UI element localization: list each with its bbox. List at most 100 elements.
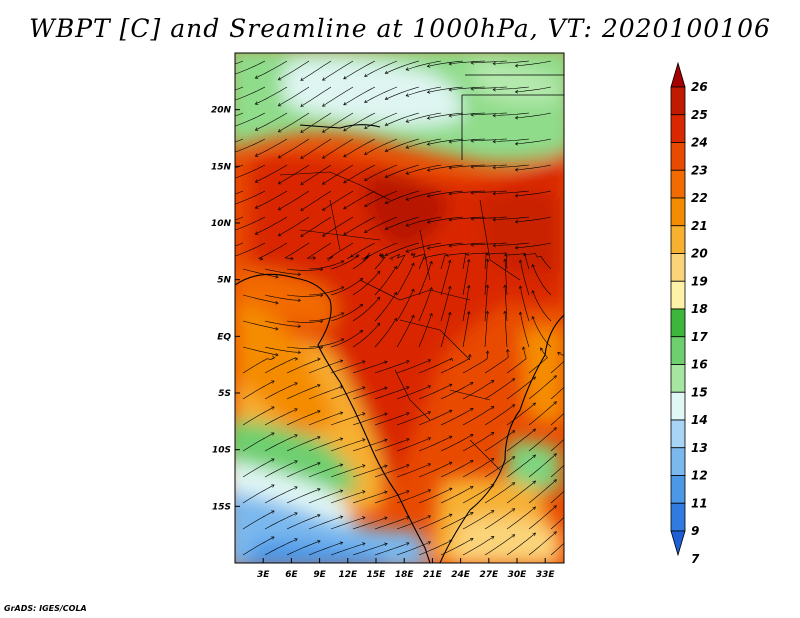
streamline-arrow [362,412,366,416]
streamline [462,380,495,400]
streamline-arrow [339,437,344,441]
streamline-arrow [362,438,366,442]
streamline-arrow [254,153,259,157]
streamline-arrow [384,516,388,520]
streamline-arrow [405,386,410,390]
streamline-arrow [275,326,279,331]
streamline-arrow [490,458,495,462]
streamline-arrow [339,385,344,389]
streamline [484,482,515,504]
streamline [235,86,266,101]
streamline [462,406,495,426]
streamline [329,242,354,260]
streamline [427,86,464,93]
streamline [449,164,486,169]
streamline [396,541,431,556]
streamline-arrow [300,77,304,81]
streamline [385,112,420,126]
streamline-arrow [405,412,410,416]
streamline [396,289,415,322]
streamline [235,60,266,75]
streamline [462,432,495,452]
colorbar-swatch [670,86,686,116]
streamline-arrow [470,538,474,542]
streamline-arrow [319,293,324,298]
streamline [330,278,363,296]
streamline-arrow [343,180,347,184]
colorbar-label: 21 [691,219,708,233]
streamline-arrow [470,217,474,221]
colorbar-label: 22 [691,191,708,205]
streamline-arrow [411,262,415,267]
streamline-arrow [275,274,279,279]
streamline [484,311,488,348]
streamline-arrow [364,125,368,129]
streamline [286,320,323,323]
streamline [343,190,376,210]
colorbar-label: 18 [691,302,708,316]
streamline [374,412,410,426]
streamline [308,338,344,348]
wbpt-shading [235,53,564,563]
streamline-arrow [389,257,393,261]
streamline-arrow [532,376,536,380]
streamline-arrow [209,174,212,177]
y-tick-label: EQ [217,332,231,342]
streamline-arrow [254,179,259,183]
streamline [352,361,388,374]
streamline [352,255,370,270]
colorbar-label: 9 [691,524,699,538]
streamline [506,402,536,426]
streamline-arrow [448,487,453,492]
streamline [484,534,515,556]
streamline-arrow [485,252,489,256]
streamline [364,60,398,77]
streamline [235,138,244,143]
streamline [300,164,332,185]
streamline [528,479,557,504]
streamline-arrow [384,200,389,204]
streamline [471,138,508,142]
colorbar-swatch [670,447,686,476]
streamline [532,264,552,296]
streamline-arrow [426,246,431,250]
streamline [396,489,431,504]
x-tick-label: 15E [367,570,387,580]
streamline [330,465,366,478]
streamline-arrow [470,460,474,464]
streamline-arrow [362,464,366,468]
streamline [235,242,266,257]
colorbar-swatch [670,475,686,504]
streamline [374,490,410,504]
streamline-arrow [518,311,523,316]
streamline [418,488,453,504]
streamline-arrow [294,512,298,516]
streamline [493,164,530,168]
streamline-arrow [317,357,321,362]
streamline-arrow [575,375,578,378]
streamline-arrow [492,165,496,170]
streamline [515,164,552,171]
streamline-arrow [575,505,578,508]
streamline [385,216,420,230]
streamline-arrow [553,453,557,457]
streamline-arrow [232,177,235,180]
streamline [484,378,515,400]
streamline [418,287,433,322]
streamline-arrow [405,542,410,546]
streamline-arrow [522,252,527,257]
streamline [506,376,536,400]
streamline-arrow [429,312,433,317]
streamline [506,346,527,374]
streamline [286,294,323,297]
streamline [396,385,431,400]
streamline-arrow [319,267,324,272]
streamline [532,316,552,348]
streamline [308,260,344,270]
streamline-arrow [511,456,516,460]
streamline [427,138,464,145]
streamline-arrow [326,257,331,262]
streamline [322,138,354,159]
streamline-arrow [271,406,275,410]
streamline-arrow [384,226,389,230]
